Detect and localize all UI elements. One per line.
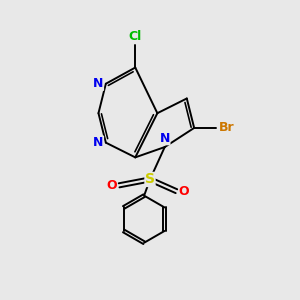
Text: Cl: Cl <box>129 29 142 43</box>
Text: N: N <box>93 77 104 90</box>
Text: Br: Br <box>219 122 235 134</box>
Text: N: N <box>93 136 104 149</box>
Text: N: N <box>160 132 170 145</box>
Text: O: O <box>179 185 190 198</box>
Text: O: O <box>106 179 117 192</box>
Text: S: S <box>145 172 155 186</box>
